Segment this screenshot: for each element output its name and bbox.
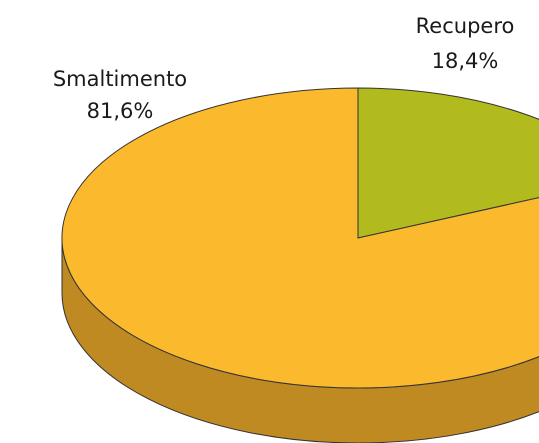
category-label: Smaltimento: [53, 67, 187, 91]
value-label: 81,6%: [87, 99, 154, 123]
value-label: 18,4%: [432, 49, 499, 73]
pie-slice: [357, 87, 539, 239]
wedges: [61, 87, 539, 389]
pie-slice: [61, 87, 539, 389]
category-label: Recupero: [416, 14, 515, 38]
